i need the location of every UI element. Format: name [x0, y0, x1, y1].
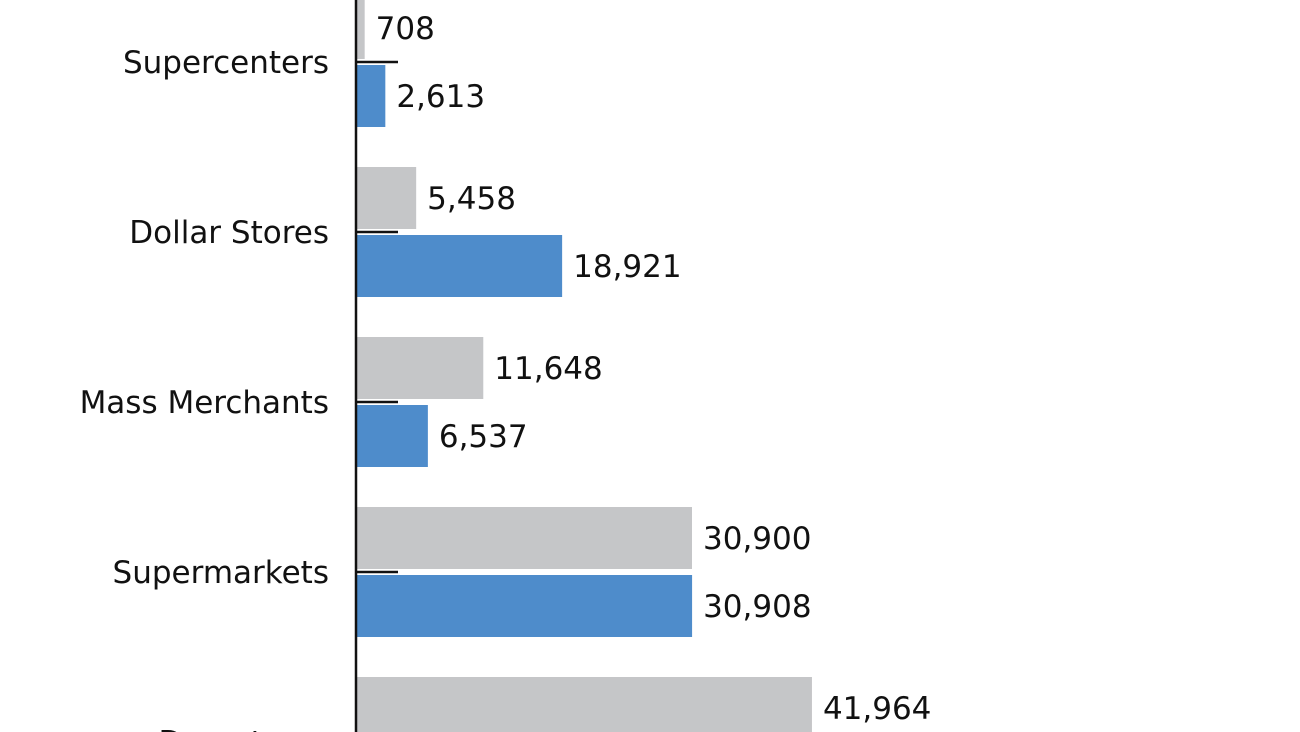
value-label-mass-merchants-series-1: 11,648 [494, 351, 602, 387]
bars-layer [357, 0, 812, 732]
bar-supercenters-series-1 [357, 0, 365, 59]
labels-layer: Supercenters 708 2,613 Dollar Stores 5,458 18… [80, 11, 932, 732]
value-label-drugstores-series-1: 41,964 [823, 691, 931, 727]
value-label-dollar-stores-series-2: 18,921 [573, 249, 681, 285]
bar-supercenters-series-2 [357, 65, 386, 127]
value-label-supercenters-series-2: 2,613 [396, 79, 485, 115]
bar-supermarkets-series-1 [357, 507, 692, 569]
bar-mass-merchants-series-1 [357, 337, 484, 399]
value-label-mass-merchants-series-2: 6,537 [439, 419, 528, 455]
category-label-dollar-stores: Dollar Stores [129, 215, 329, 251]
tick-layer [357, 60, 398, 574]
bar-dollar-stores-series-2 [357, 235, 563, 297]
value-label-supermarkets-series-2: 30,908 [703, 589, 811, 625]
bar-mass-merchants-series-2 [357, 405, 428, 467]
bar-dollar-stores-series-1 [357, 167, 417, 229]
value-label-dollar-stores-series-1: 5,458 [427, 181, 516, 217]
bar-supermarkets-series-2 [357, 575, 693, 637]
category-label-supercenters: Supercenters [123, 45, 329, 81]
bar-drugstores-series-1 [357, 677, 812, 732]
category-label-drugstores: Drugstores [159, 725, 330, 732]
value-label-supermarkets-series-1: 30,900 [703, 521, 811, 557]
category-label-supermarkets: Supermarkets [113, 555, 329, 591]
category-label-mass-merchants: Mass Merchants [80, 385, 329, 421]
value-label-supercenters-series-1: 708 [376, 11, 435, 47]
